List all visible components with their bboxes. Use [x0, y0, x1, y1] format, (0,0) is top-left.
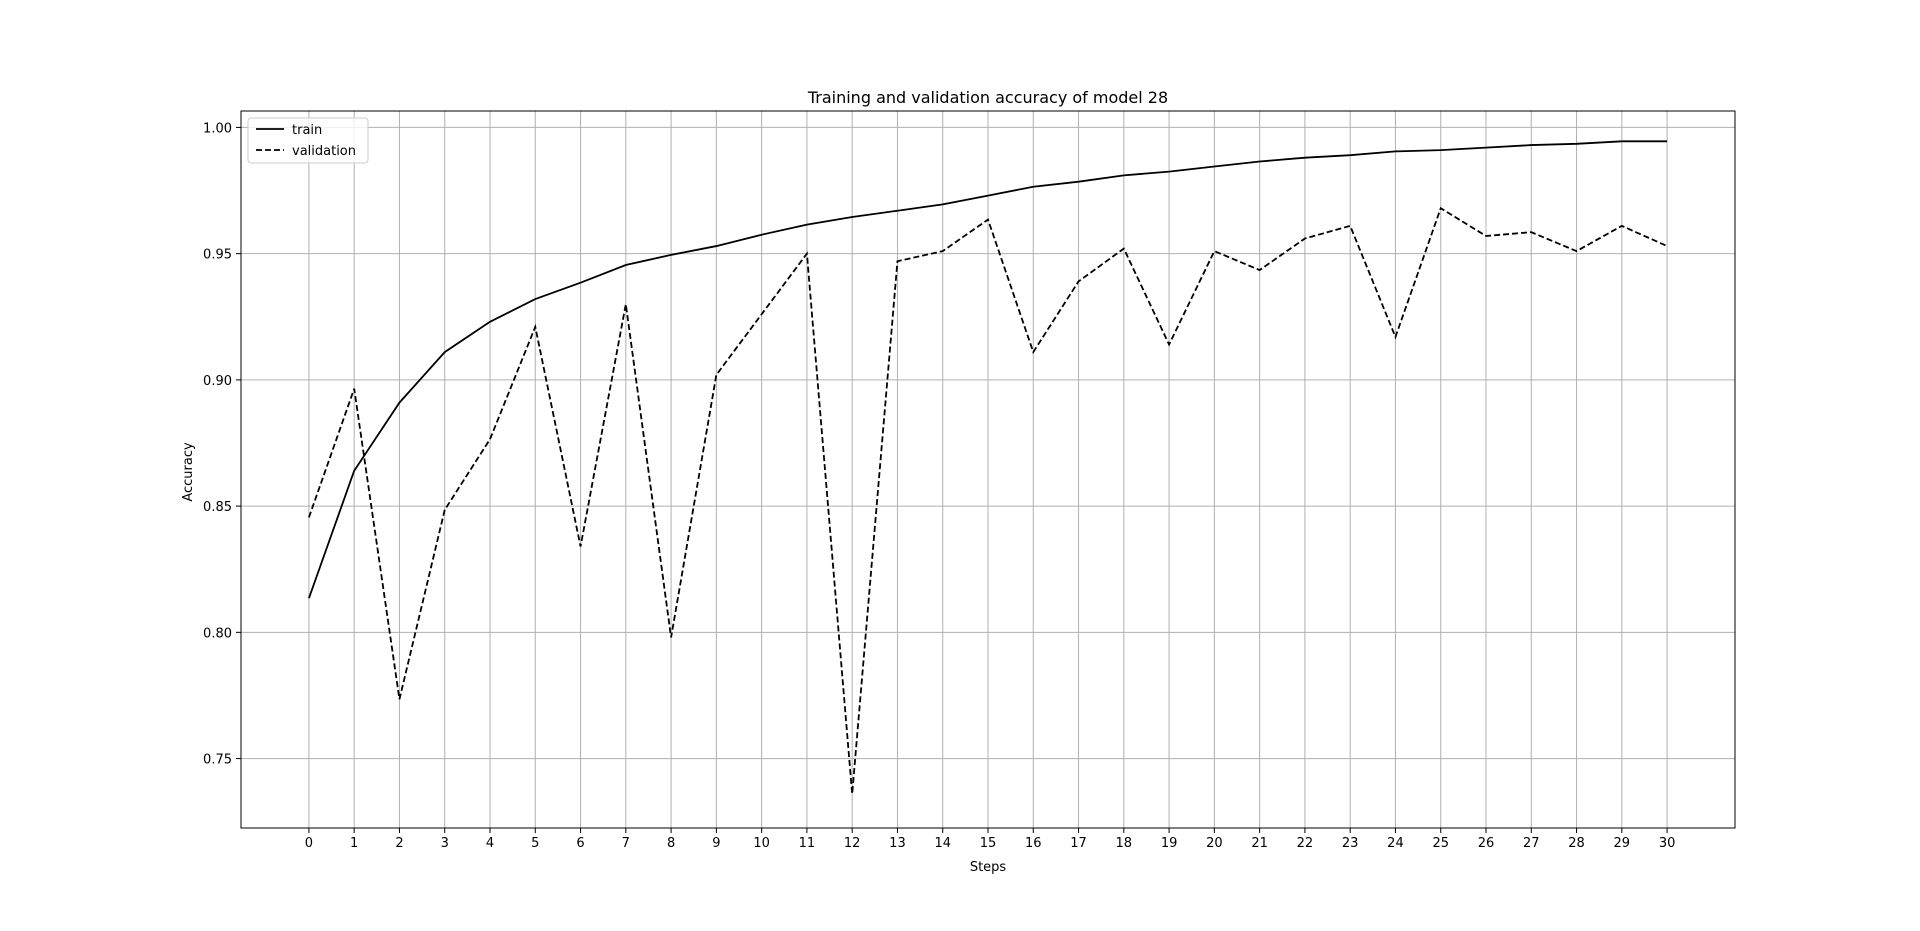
- x-tick-label: 23: [1342, 836, 1359, 851]
- x-axis-ticks: 0 1 2 3 4 5 6 7 8 9 10 11 12 13 14 15 16 17 18 19 20 21 22 23 24…: [305, 828, 1676, 851]
- x-axis-label: Steps: [970, 860, 1007, 875]
- x-tick-label: 15: [980, 836, 997, 851]
- legend: train validation: [247, 117, 369, 164]
- x-tick-label: 29: [1614, 836, 1631, 851]
- y-axis-ticks: 0.75 0.80 0.85 0.90 0.95 1.00: [203, 121, 241, 768]
- x-tick-label: 30: [1659, 836, 1676, 851]
- y-tick-label: 0.90: [203, 374, 232, 389]
- x-tick-label: 9: [712, 836, 720, 851]
- x-tick-label: 20: [1206, 836, 1223, 851]
- x-tick-label: 21: [1251, 836, 1268, 851]
- x-tick-label: 12: [844, 836, 861, 851]
- x-tick-label: 27: [1523, 836, 1540, 851]
- series-lines: [308, 140, 1668, 794]
- x-tick-label: 22: [1297, 836, 1314, 851]
- y-tick-label: 1.00: [203, 121, 232, 136]
- x-tick-label: 0: [305, 836, 313, 851]
- x-tick-label: 28: [1568, 836, 1585, 851]
- x-tick-label: 26: [1478, 836, 1495, 851]
- y-tick-label: 0.80: [203, 626, 232, 641]
- x-tick-label: 10: [753, 836, 770, 851]
- x-tick-label: 11: [799, 836, 816, 851]
- x-tick-label: 13: [889, 836, 906, 851]
- grid: [241, 111, 1735, 828]
- y-tick-label: 0.75: [203, 753, 232, 768]
- series-line-validation: [308, 206, 1668, 794]
- legend-train-label: train: [292, 123, 322, 138]
- y-axis-label: Accuracy: [181, 442, 196, 502]
- x-tick-label: 16: [1025, 836, 1042, 851]
- x-tick-label: 7: [622, 836, 630, 851]
- y-tick-label: 0.85: [203, 500, 232, 515]
- x-tick-label: 17: [1070, 836, 1087, 851]
- legend-validation-label: validation: [292, 144, 356, 159]
- series-line-train: [308, 140, 1668, 599]
- x-tick-label: 24: [1387, 836, 1404, 851]
- x-tick-label: 2: [395, 836, 403, 851]
- chart-title: Training and validation accuracy of mode…: [807, 88, 1168, 107]
- x-tick-label: 14: [934, 836, 951, 851]
- x-tick-label: 19: [1161, 836, 1178, 851]
- x-tick-label: 4: [486, 836, 494, 851]
- y-tick-label: 0.95: [203, 248, 232, 263]
- x-tick-label: 18: [1116, 836, 1133, 851]
- x-tick-label: 6: [576, 836, 584, 851]
- x-tick-label: 25: [1432, 836, 1449, 851]
- x-tick-label: 3: [441, 836, 449, 851]
- x-tick-label: 8: [667, 836, 675, 851]
- x-tick-label: 5: [531, 836, 539, 851]
- x-tick-label: 1: [350, 836, 358, 851]
